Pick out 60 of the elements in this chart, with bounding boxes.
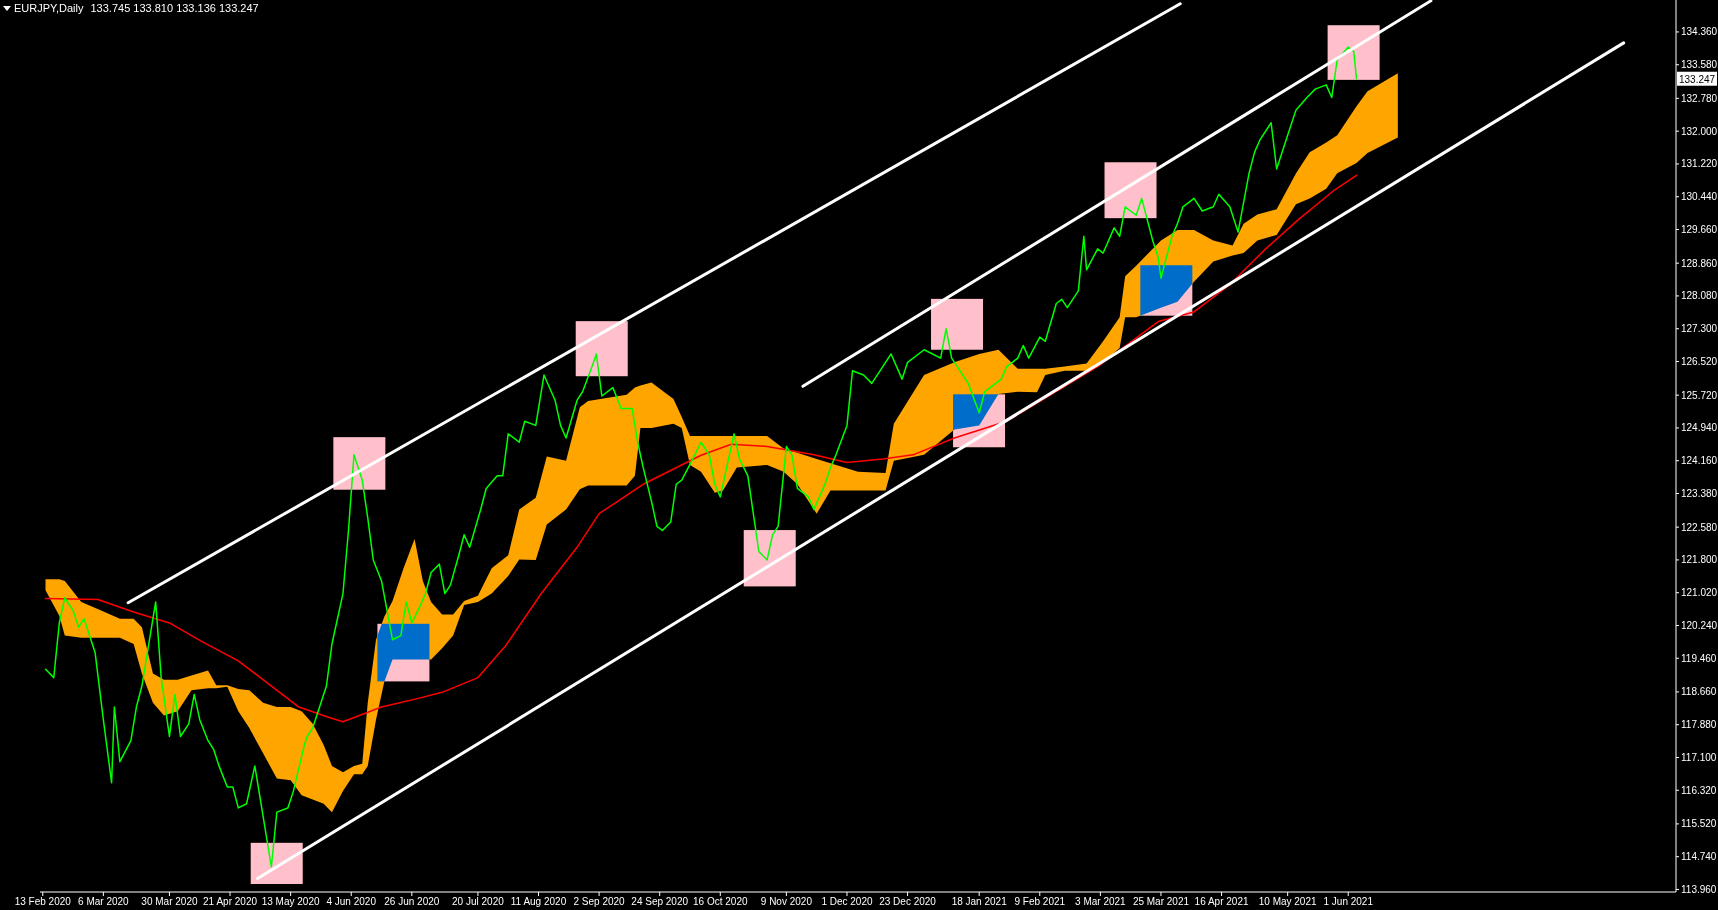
y-tick-label: 129.660 <box>1681 224 1718 236</box>
y-tick-label: 131.220 <box>1681 158 1718 170</box>
x-tick-label: 13 May 2020 <box>261 896 320 908</box>
x-tick-label: 25 Mar 2021 <box>1132 896 1190 908</box>
bar <box>953 394 1006 448</box>
x-tick-label: 9 Feb 2021 <box>1014 896 1066 908</box>
x-tick-label: 13 Feb 2020 <box>14 896 72 908</box>
y-tick-label: 127.300 <box>1681 323 1718 335</box>
bar <box>1104 162 1157 219</box>
x-tick-label: 1 Jun 2021 <box>1323 896 1374 908</box>
x-tick-label: 9 Nov 2020 <box>760 896 813 908</box>
x-tick-label: 4 Jun 2020 <box>326 896 377 908</box>
y-tick-label: 128.080 <box>1681 290 1718 302</box>
bar <box>931 298 984 350</box>
y-tick-label: 122.580 <box>1681 521 1718 533</box>
x-tick-label: 1 Dec 2020 <box>821 896 873 908</box>
chart-subtitle: 133.745 133.810 133.136 133.247 <box>90 2 259 14</box>
line-series <box>44 174 1358 723</box>
x-tick-label: 2 Sep 2020 <box>573 896 626 908</box>
x-tick-label: 16 Oct 2020 <box>693 896 748 908</box>
bar <box>377 623 430 682</box>
y-tick-label: 128.860 <box>1681 257 1718 269</box>
y-tick-label: 124.160 <box>1681 455 1718 467</box>
x-tick-label: 18 Jan 2021 <box>951 896 1008 908</box>
y-tick-label: 116.320 <box>1681 784 1717 796</box>
x-tick-label: 10 May 2021 <box>1258 896 1317 908</box>
x-tick-label: 3 Mar 2021 <box>1075 896 1127 908</box>
y-tick-label: 134.360 <box>1681 26 1718 38</box>
x-tick-label: 11 Aug 2020 <box>510 896 567 908</box>
y-tick-label: 114.740 <box>1681 851 1717 863</box>
y-tick-label: 124.940 <box>1681 422 1718 434</box>
y-tick-label: 118.660 <box>1681 686 1717 698</box>
y-tick-label: 126.520 <box>1681 356 1718 368</box>
y-tick-label: 123.380 <box>1681 488 1718 500</box>
y-tick-label: 117.100 <box>1681 752 1717 764</box>
x-tick-label: 16 Apr 2021 <box>1194 896 1249 908</box>
x-tick-label: 23 Dec 2020 <box>879 896 937 908</box>
y-tick-label: 130.440 <box>1681 191 1718 203</box>
x-tick-label: 24 Sep 2020 <box>631 896 689 908</box>
x-tick-label: 30 Mar 2020 <box>141 896 198 908</box>
y-tick-label: 115.520 <box>1681 818 1717 830</box>
y-tick-label: 113.960 <box>1681 884 1717 896</box>
bar <box>743 530 796 587</box>
y-tick-label: 119.460 <box>1681 652 1717 664</box>
x-tick-label: 26 Jun 2020 <box>384 896 440 908</box>
y-tick-label: 120.240 <box>1681 620 1718 632</box>
y-tick-label: 132.780 <box>1681 92 1718 104</box>
bar <box>575 321 628 377</box>
x-tick-label: 20 Jul 2020 <box>452 896 505 908</box>
y-tick-label: 121.020 <box>1681 587 1718 599</box>
y-tick-label: 117.880 <box>1681 719 1717 731</box>
y-tick-label: 133.580 <box>1681 59 1718 71</box>
bar <box>1140 265 1193 316</box>
y-tick-label: 132.000 <box>1681 125 1718 137</box>
y-tick-label: 125.720 <box>1681 389 1718 401</box>
bar <box>1327 25 1380 80</box>
x-tick-label: 21 Apr 2020 <box>203 896 258 908</box>
y-tick-label: 121.800 <box>1681 554 1718 566</box>
x-tick-label: 6 Mar 2020 <box>78 896 130 908</box>
chart-title: EURJPY,Daily <box>14 2 84 14</box>
